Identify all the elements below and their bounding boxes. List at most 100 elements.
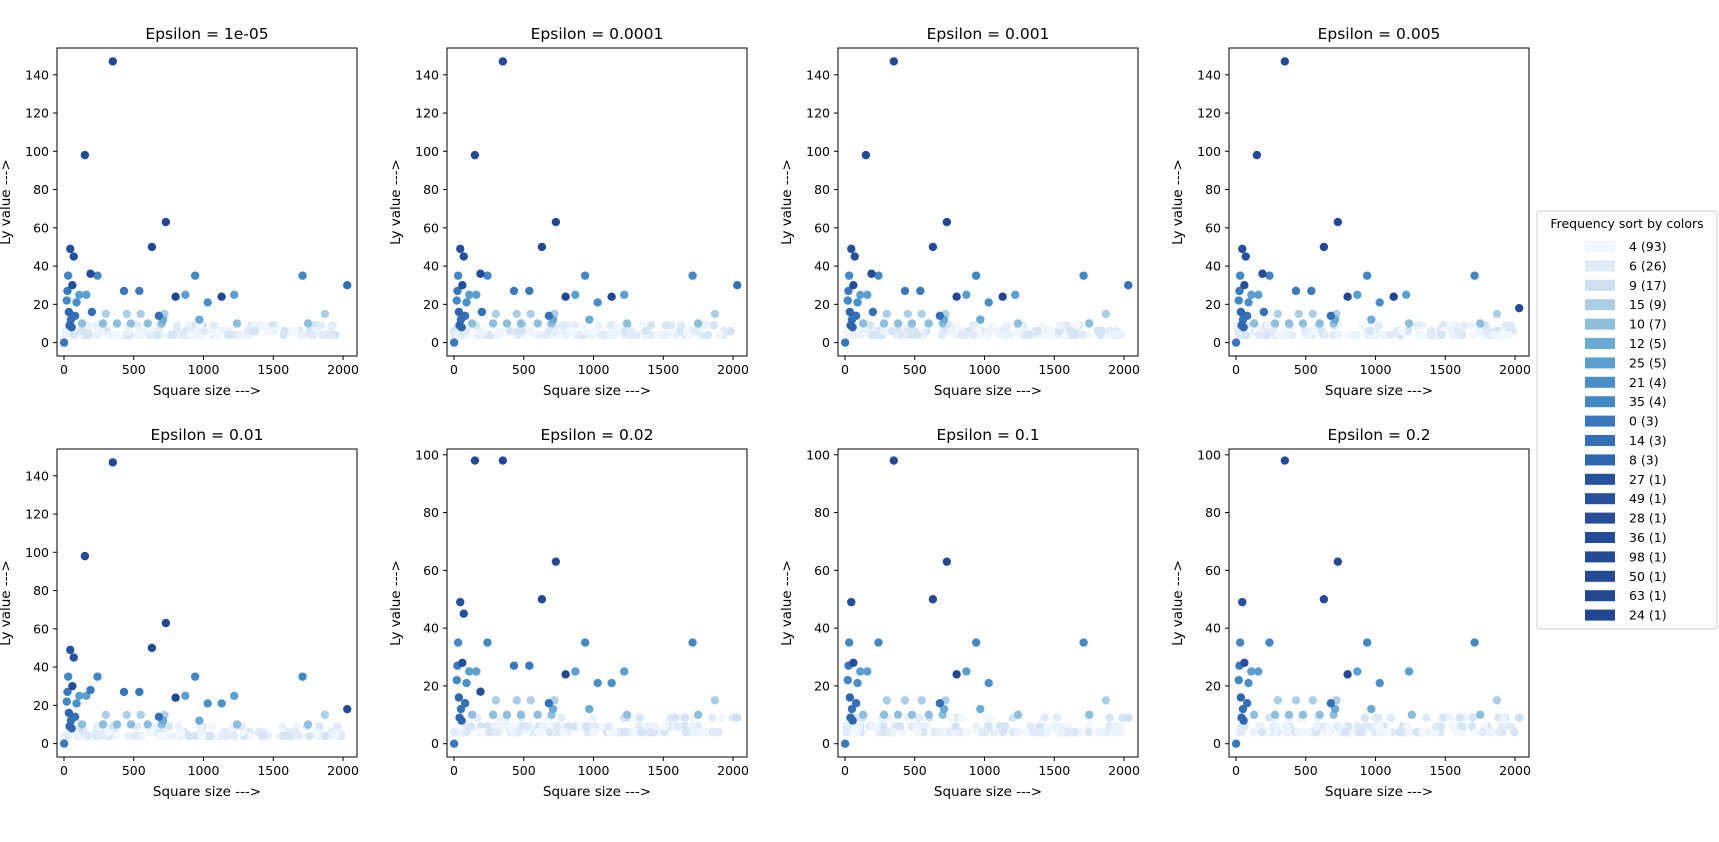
data-point (1250, 727, 1259, 737)
data-point (59, 338, 69, 347)
data-point (1013, 326, 1023, 336)
data-point (1265, 638, 1274, 647)
subplot-title: Epsilon = 0.005 (1318, 25, 1441, 43)
data-point (1291, 696, 1301, 705)
y-tick-label: 80 (814, 182, 830, 197)
legend-swatch (1585, 454, 1615, 466)
data-point (69, 653, 78, 662)
data-point (62, 697, 71, 706)
y-tick-label: 40 (423, 259, 439, 274)
data-point (1362, 638, 1372, 647)
data-point (1326, 699, 1336, 708)
y-tick-label: 40 (1205, 259, 1221, 274)
data-point (526, 309, 535, 319)
data-point (1515, 303, 1524, 313)
data-points (59, 458, 352, 748)
data-point (597, 330, 606, 340)
data-point (66, 645, 75, 655)
data-points (840, 57, 1133, 347)
data-point (606, 321, 615, 330)
data-point (75, 691, 84, 700)
axes-frame (1228, 47, 1530, 357)
data-point (72, 699, 81, 708)
data-point (604, 722, 613, 731)
data-point (692, 727, 701, 737)
y-tick-label: 60 (1205, 220, 1221, 235)
data-point (195, 315, 204, 324)
data-point (161, 618, 171, 628)
data-point (154, 311, 164, 321)
data-point (1072, 321, 1082, 330)
subplot-title: Epsilon = 0.2 (1327, 426, 1430, 444)
data-point (917, 309, 926, 319)
subplot-title: Epsilon = 1e-05 (145, 25, 268, 43)
data-point (184, 731, 194, 741)
data-point (171, 292, 180, 301)
data-point (199, 326, 209, 336)
data-point (449, 739, 459, 748)
data-point (889, 456, 899, 465)
data-point (232, 319, 242, 328)
data-point (1282, 330, 1292, 340)
data-point (1468, 713, 1477, 722)
y-tick-label: 0 (822, 335, 830, 350)
data-point (984, 678, 993, 688)
data-point (868, 722, 877, 731)
data-point (298, 672, 307, 681)
data-point (660, 722, 670, 731)
axes-frame (1228, 448, 1530, 758)
legend-label: 63 (1) (1629, 588, 1667, 603)
y-tick-label: 60 (814, 563, 830, 578)
data-point (853, 678, 862, 688)
x-tick-label: 1500 (647, 362, 679, 377)
data-point (101, 309, 111, 319)
data-point (971, 638, 981, 647)
data-point (1252, 150, 1262, 160)
data-point (456, 704, 466, 714)
data-point (1478, 727, 1487, 737)
data-point (96, 326, 105, 336)
data-point (517, 326, 526, 336)
data-point (1437, 330, 1446, 340)
data-point (1362, 271, 1372, 280)
data-point (147, 643, 157, 653)
data-point (702, 321, 712, 330)
data-point (1050, 722, 1059, 731)
data-point (1319, 242, 1329, 252)
legend-label: 21 (4) (1629, 375, 1667, 390)
data-point (62, 296, 71, 305)
data-point (952, 670, 961, 679)
data-point (863, 667, 872, 676)
data-point (1254, 290, 1263, 299)
data-point (1307, 286, 1316, 296)
data-point (458, 281, 467, 290)
data-point (98, 720, 108, 729)
data-point (561, 292, 570, 301)
legend-swatch (1585, 279, 1615, 291)
data-point (879, 710, 889, 720)
legend-label: 9 (17) (1629, 278, 1667, 293)
data-point (502, 319, 512, 328)
data-point (1326, 311, 1336, 321)
data-point (1247, 667, 1256, 676)
data-point (1460, 321, 1470, 330)
data-point (1485, 727, 1494, 737)
y-tick-label: 20 (423, 678, 439, 693)
data-point (1011, 290, 1020, 299)
data-point (1404, 319, 1414, 328)
legend-label: 49 (1) (1629, 491, 1667, 506)
data-point (1404, 667, 1414, 676)
data-point (318, 330, 327, 340)
data-point (635, 713, 645, 722)
data-point (928, 595, 938, 604)
data-point (1389, 292, 1398, 301)
data-point (1475, 326, 1484, 336)
data-point (580, 326, 590, 336)
data-point (264, 326, 273, 336)
data-point (1259, 307, 1269, 317)
data-point (913, 727, 922, 737)
data-point (136, 330, 146, 340)
legend-label: 50 (1) (1629, 569, 1667, 584)
data-point (203, 298, 212, 307)
data-point (320, 710, 330, 720)
